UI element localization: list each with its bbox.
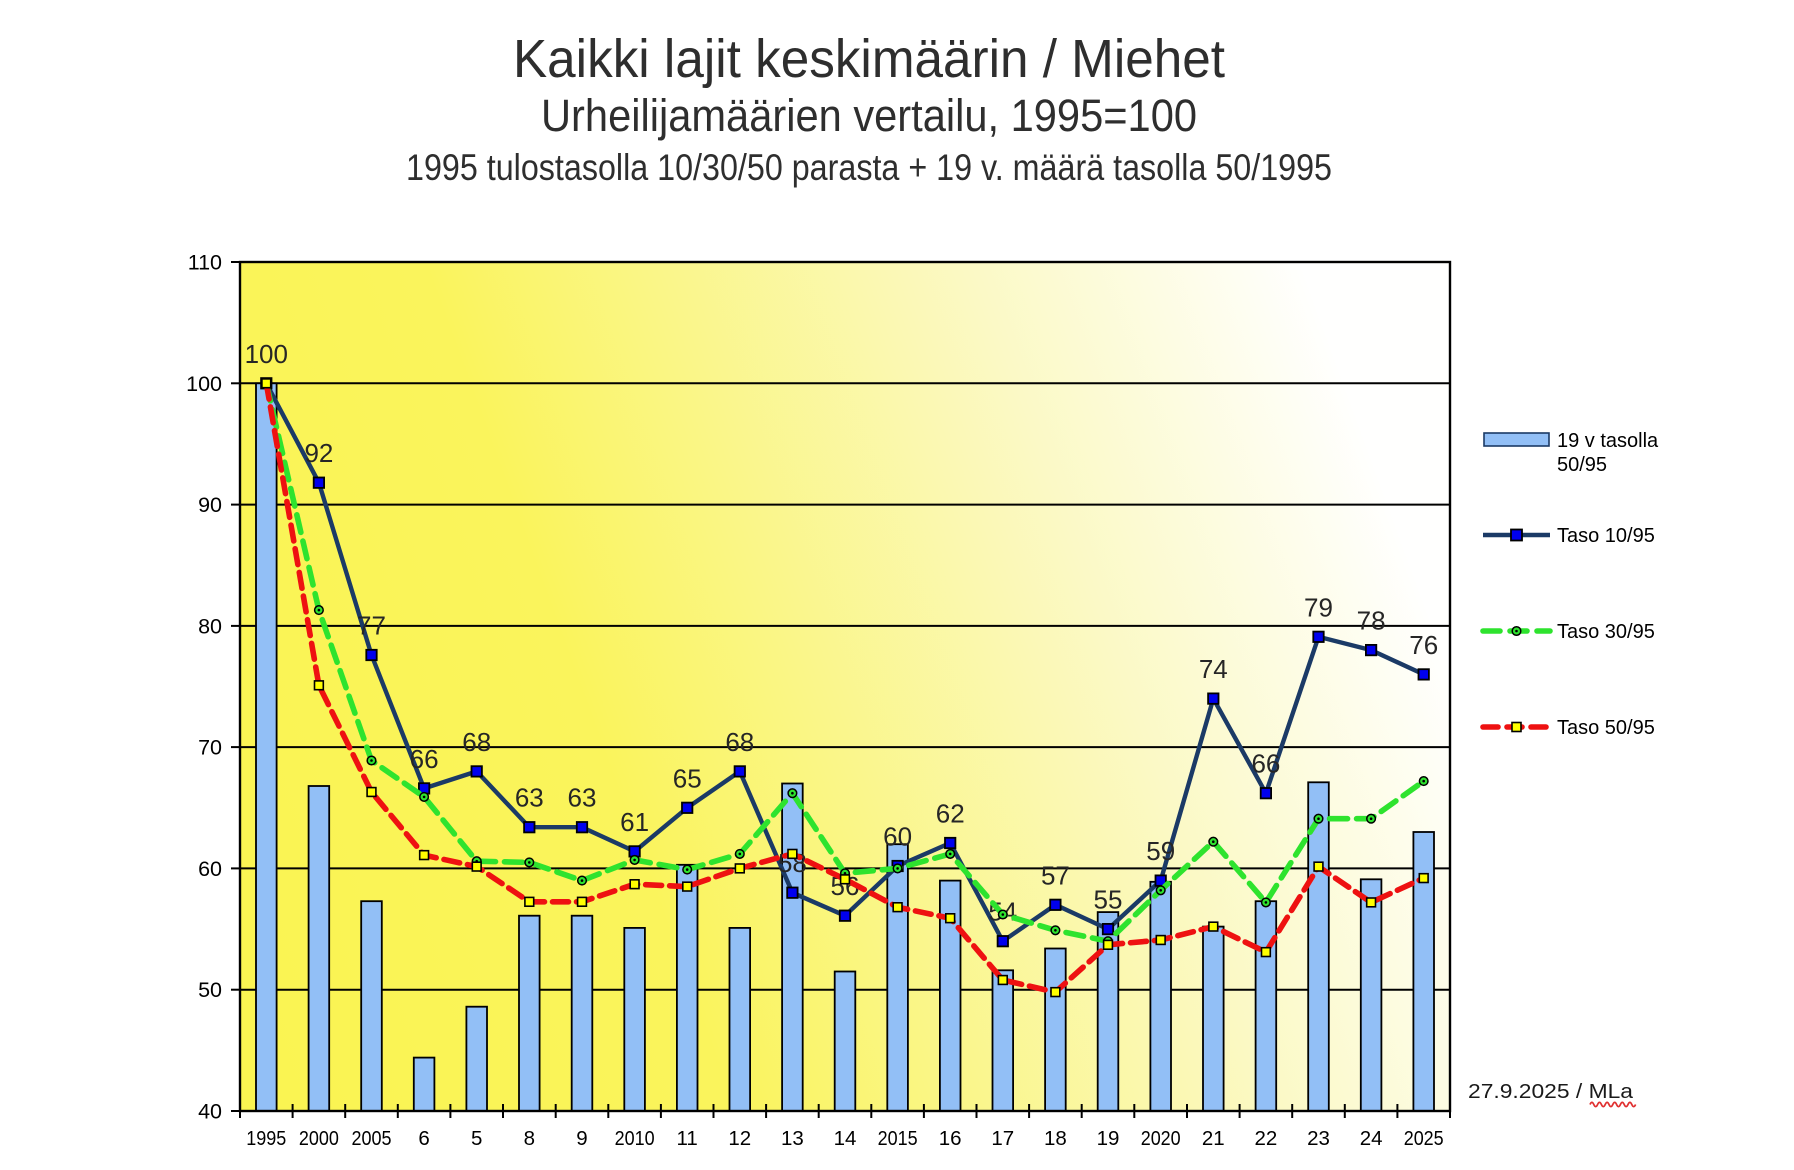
svg-text:6: 6 bbox=[418, 1127, 429, 1150]
svg-text:80: 80 bbox=[198, 614, 222, 638]
svg-text:78: 78 bbox=[1357, 606, 1386, 636]
svg-text:40: 40 bbox=[198, 1100, 222, 1124]
svg-text:70: 70 bbox=[198, 736, 222, 760]
svg-text:68: 68 bbox=[725, 727, 754, 757]
svg-text:66: 66 bbox=[410, 744, 439, 774]
svg-text:8: 8 bbox=[524, 1127, 535, 1150]
svg-text:Kaikki lajit keskimäärin / Mie: Kaikki lajit keskimäärin / Miehet bbox=[513, 29, 1225, 89]
svg-text:90: 90 bbox=[198, 493, 222, 517]
svg-text:27.9.2025 / MLa: 27.9.2025 / MLa bbox=[1468, 1080, 1634, 1103]
svg-text:100: 100 bbox=[245, 339, 288, 369]
svg-text:16: 16 bbox=[939, 1127, 962, 1150]
svg-text:74: 74 bbox=[1199, 654, 1228, 684]
svg-text:60: 60 bbox=[198, 857, 222, 881]
svg-text:Urheilijamäärien vertailu, 199: Urheilijamäärien vertailu, 1995=100 bbox=[541, 90, 1197, 141]
svg-text:62: 62 bbox=[936, 799, 965, 829]
svg-text:76: 76 bbox=[1409, 630, 1438, 660]
svg-text:13: 13 bbox=[781, 1127, 804, 1150]
svg-text:2025: 2025 bbox=[1404, 1127, 1444, 1150]
svg-text:12: 12 bbox=[728, 1127, 751, 1150]
svg-text:68: 68 bbox=[462, 727, 491, 757]
svg-text:59: 59 bbox=[1146, 836, 1175, 866]
svg-text:2015: 2015 bbox=[878, 1127, 918, 1150]
svg-text:100: 100 bbox=[186, 372, 222, 396]
svg-text:17: 17 bbox=[991, 1127, 1014, 1150]
svg-text:92: 92 bbox=[304, 438, 333, 468]
svg-text:2005: 2005 bbox=[352, 1127, 392, 1150]
svg-text:60: 60 bbox=[883, 822, 912, 852]
svg-text:2020: 2020 bbox=[1141, 1127, 1181, 1150]
svg-text:19: 19 bbox=[1097, 1127, 1120, 1150]
svg-text:55: 55 bbox=[1094, 885, 1123, 915]
svg-text:79: 79 bbox=[1304, 592, 1333, 622]
svg-text:19 v tasolla: 19 v tasolla bbox=[1557, 430, 1659, 452]
svg-text:2010: 2010 bbox=[615, 1127, 655, 1150]
svg-text:Taso 30/95: Taso 30/95 bbox=[1557, 621, 1655, 643]
svg-text:24: 24 bbox=[1360, 1127, 1383, 1150]
svg-text:66: 66 bbox=[1251, 749, 1280, 779]
svg-text:Taso 10/95: Taso 10/95 bbox=[1557, 525, 1655, 547]
svg-text:65: 65 bbox=[673, 763, 702, 793]
svg-text:1995 tulostasolla 10/30/50 par: 1995 tulostasolla 10/30/50 parasta + 19 … bbox=[406, 147, 1332, 188]
svg-text:18: 18 bbox=[1044, 1127, 1067, 1150]
svg-text:5: 5 bbox=[471, 1127, 482, 1150]
svg-text:9: 9 bbox=[576, 1127, 587, 1150]
svg-text:77: 77 bbox=[357, 611, 386, 641]
svg-text:21: 21 bbox=[1202, 1127, 1225, 1150]
svg-text:50/95: 50/95 bbox=[1557, 454, 1607, 476]
svg-text:22: 22 bbox=[1254, 1127, 1277, 1150]
svg-text:110: 110 bbox=[188, 251, 222, 275]
svg-text:2000: 2000 bbox=[299, 1127, 339, 1150]
svg-text:14: 14 bbox=[834, 1127, 857, 1150]
svg-text:63: 63 bbox=[515, 783, 544, 813]
svg-text:23: 23 bbox=[1307, 1127, 1330, 1150]
svg-text:11: 11 bbox=[677, 1127, 698, 1150]
svg-text:1995: 1995 bbox=[246, 1127, 286, 1150]
svg-text:61: 61 bbox=[620, 807, 649, 837]
svg-text:63: 63 bbox=[568, 783, 597, 813]
svg-text:50: 50 bbox=[198, 978, 222, 1002]
svg-text:Taso 50/95: Taso 50/95 bbox=[1557, 717, 1655, 739]
svg-text:57: 57 bbox=[1041, 860, 1070, 890]
